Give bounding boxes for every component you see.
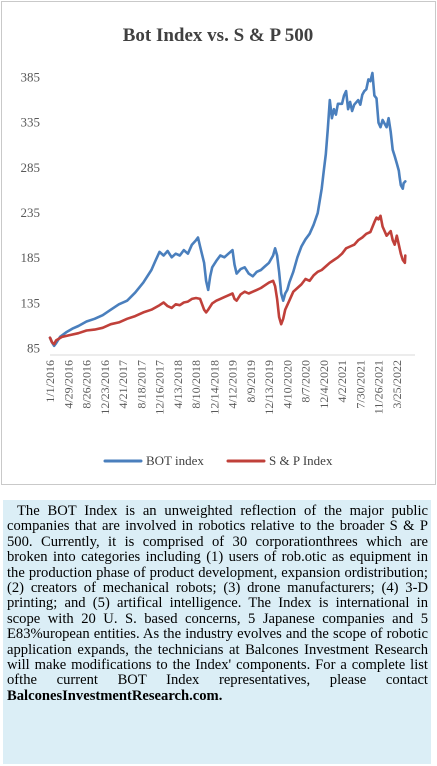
x-tick-label: 12/16/2017 [153, 360, 167, 415]
x-tick-label: 12/4/2020 [317, 360, 331, 409]
x-tick-label: 4/10/2020 [280, 360, 294, 409]
legend-label: S & P Index [269, 453, 333, 468]
x-tick-label: 8/18/2017 [134, 360, 148, 409]
y-tick-label: 235 [21, 205, 41, 220]
chart-frame: Bot Index vs. S & P 500 85 135 185 235 285 33… [1, 1, 436, 485]
x-tick-label: 8/26/2016 [80, 360, 94, 409]
y-tick-label: 385 [21, 70, 41, 85]
x-tick-label: 8/10/2018 [189, 360, 203, 409]
caption-link: BalconesInvestmentResearch.com. [7, 687, 223, 704]
x-tick-label: 4/21/2017 [116, 360, 130, 409]
chart-svg: Bot Index vs. S & P 500 85 135 185 235 285 33… [21, 25, 415, 468]
series-layer [48, 71, 407, 348]
x-tick-label: 8/9/2019 [244, 360, 258, 403]
legend-label: BOT index [146, 453, 204, 468]
caption-box: The BOT Index is an unweighted reflectio… [3, 500, 431, 764]
y-tick-label: 185 [21, 250, 41, 265]
caption-text: The BOT Index is an unweighted reflectio… [3, 500, 431, 704]
x-axis: 1/1/2016 4/29/2016 8/26/2016 12/23/2016 4/21… [43, 354, 415, 415]
chart-title: Bot Index vs. S & P 500 [123, 25, 314, 46]
series-line-sp-index [48, 214, 407, 346]
x-tick-label: 4/13/2018 [171, 360, 185, 409]
legend: BOT index S & P Index [103, 453, 333, 468]
x-tick-label: 11/26/2021 [372, 360, 386, 414]
y-tick-label: 135 [21, 295, 41, 310]
x-tick-label: 12/14/2018 [207, 360, 221, 415]
x-tick-label: 12/13/2019 [262, 360, 276, 415]
y-axis: 85 135 185 235 285 335 385 [21, 70, 41, 356]
x-tick-label: 4/12/2019 [226, 360, 240, 409]
x-tick-label: 12/23/2016 [98, 360, 112, 415]
caption-body: The BOT Index is an unweighted reflectio… [7, 503, 428, 689]
x-tick-label: 7/30/2021 [353, 360, 367, 409]
series-line-bot-index [48, 71, 407, 348]
x-tick-label: 4/2/2021 [335, 360, 349, 403]
y-tick-label: 335 [21, 115, 41, 130]
x-tick-label: 8/7/2020 [299, 360, 313, 403]
x-tick-label: 4/29/2016 [61, 360, 75, 409]
y-tick-label: 285 [21, 160, 41, 175]
x-tick-label: 3/25/2022 [390, 360, 404, 409]
y-tick-label: 85 [27, 341, 40, 356]
x-tick-label: 1/1/2016 [43, 360, 57, 403]
